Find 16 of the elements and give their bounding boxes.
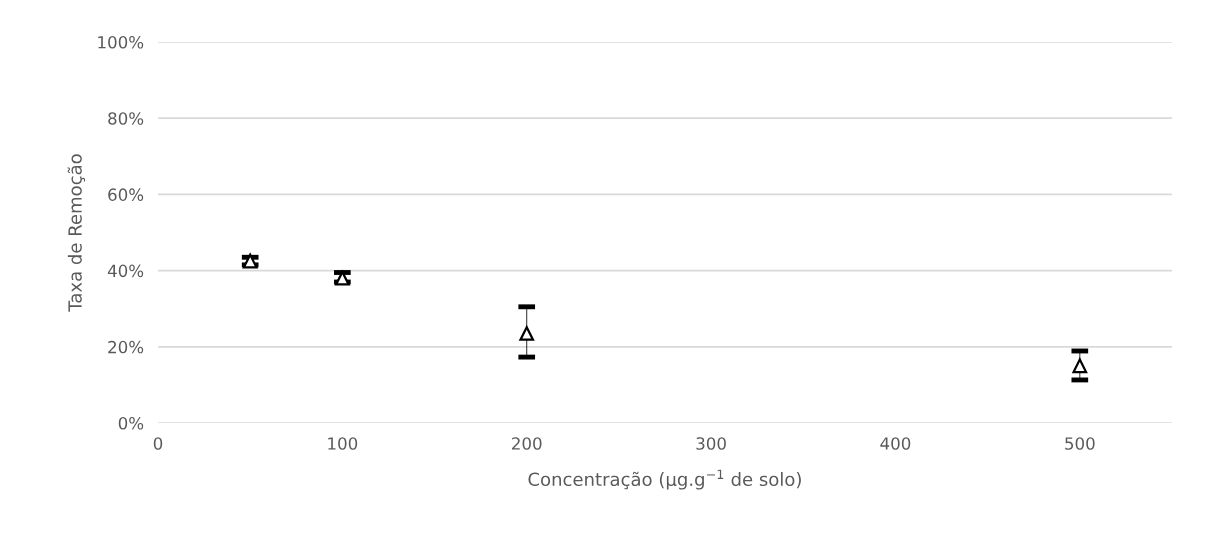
- point: [519, 326, 535, 341]
- x-tick-label: 500: [1065, 437, 1095, 450]
- y-tick-label: 60%: [108, 188, 144, 201]
- y-tick-label: 40%: [107, 264, 144, 278]
- x-axis-title: Concentração (µg.g$^{−1}$ de solo): [528, 469, 801, 490]
- y-tick-label: 100%: [98, 35, 144, 49]
- y-tick-label: 80%: [108, 112, 144, 125]
- y-tick-label: 20%: [108, 340, 144, 354]
- y-tick-label: 0%: [118, 416, 144, 430]
- x-tick-label: 400: [880, 437, 911, 450]
- x-tick-label: 100: [328, 437, 358, 450]
- x-tick-label: 0: [153, 437, 163, 450]
- point: [1072, 358, 1088, 374]
- y-axis-title: Taxa de Remoção: [67, 154, 86, 312]
- x-tick-label: 200: [512, 437, 542, 450]
- x-tick-label: 300: [696, 437, 726, 450]
